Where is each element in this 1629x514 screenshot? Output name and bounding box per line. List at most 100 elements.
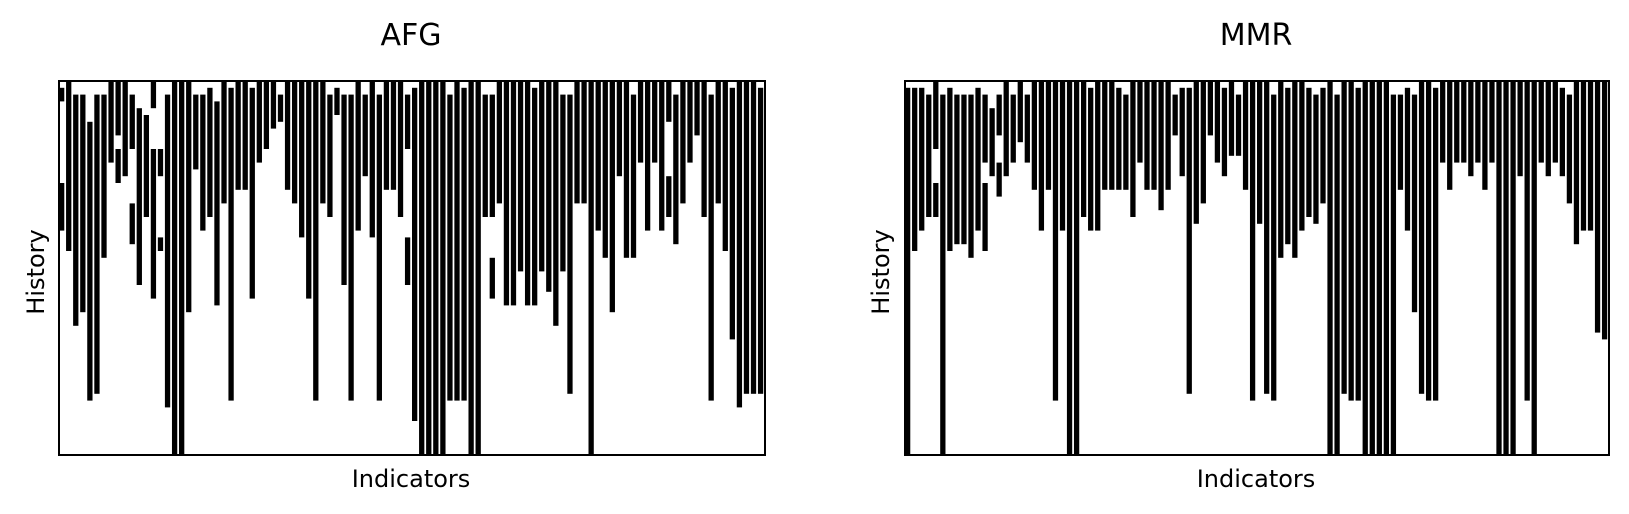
heatmap-cell (701, 81, 707, 217)
heatmap-cell (567, 94, 573, 394)
heatmap-cell (546, 81, 552, 292)
heatmap-cell (905, 87, 911, 456)
heatmap-cell (1109, 81, 1115, 190)
heatmap-cell (1235, 94, 1242, 156)
heatmap-cell (412, 87, 418, 422)
heatmap-cell (482, 94, 488, 217)
heatmap-cell (1587, 81, 1594, 231)
heatmap-cell (588, 81, 594, 455)
heatmap-cell (73, 94, 79, 326)
heatmap-cell (912, 87, 918, 251)
heatmap-cell (461, 87, 467, 401)
heatmap-cell (150, 149, 157, 299)
heatmap-cell (1559, 87, 1565, 177)
heatmap-cell (263, 81, 270, 149)
heatmap-cell (171, 81, 178, 455)
heatmap-cell (1454, 81, 1460, 163)
heatmap-cell (1376, 81, 1382, 455)
heatmap-cell (982, 94, 988, 163)
heatmap-cell (489, 257, 495, 299)
heatmap-cell (1278, 81, 1284, 258)
heatmap-cell (666, 176, 672, 217)
heatmap-cell (150, 81, 157, 109)
heatmap-cell (574, 81, 580, 204)
heatmap-cell (1341, 81, 1347, 394)
heatmap-cell (1003, 81, 1009, 177)
heatmap-cell (249, 87, 255, 299)
heatmap-cell (1257, 81, 1263, 224)
heatmap-cell (1355, 87, 1361, 401)
heatmap-cell (475, 81, 481, 455)
heatmap-cell (715, 81, 721, 204)
heatmap-cell (369, 81, 375, 238)
heatmap-cell (933, 183, 939, 217)
heatmap-cell (1292, 81, 1298, 258)
heatmap-cell (94, 94, 100, 394)
y-axis-label: History (22, 229, 50, 314)
heatmap-cell (1545, 81, 1551, 177)
heatmap-cell (1207, 81, 1213, 136)
heatmap-cell (122, 81, 128, 177)
heatmap-cell (143, 115, 150, 217)
heatmap-cell (291, 81, 298, 204)
heatmap-cell (419, 81, 425, 455)
heatmap-cell (129, 203, 135, 245)
heatmap-cell (630, 94, 637, 258)
heatmap-cell (496, 81, 503, 204)
heatmap-cell (1228, 81, 1235, 156)
heatmap-cell (313, 81, 319, 401)
heatmap-cell (489, 94, 495, 217)
heatmap-cell (108, 81, 114, 163)
heatmap-cell (1390, 94, 1397, 455)
heatmap-cell (404, 94, 411, 149)
heatmap-cell (129, 94, 135, 149)
heatmap-panel-mmr: MMR History Indicators (867, 18, 1610, 493)
heatmap-cell (1151, 81, 1157, 190)
heatmap-cell (1024, 94, 1030, 163)
heatmap-cell (426, 81, 432, 455)
heatmap-cell (1313, 94, 1319, 224)
heatmap-cell (186, 81, 192, 313)
heatmap-cell (524, 81, 531, 306)
heatmap-cell (996, 94, 1002, 136)
heatmap-cell (1552, 81, 1558, 163)
heatmap-cell (919, 87, 925, 231)
heatmap-cell (1369, 81, 1375, 455)
heatmap-cell (59, 87, 65, 102)
heatmap-cell (1524, 81, 1530, 401)
heatmap-cell (87, 121, 93, 401)
heatmap-cell (334, 87, 340, 115)
heatmap-cell (595, 81, 601, 231)
heatmap-cell (1306, 87, 1312, 217)
heatmap-cell (666, 81, 672, 122)
heatmap-cell (510, 81, 517, 306)
heatmap-cell (1271, 94, 1277, 401)
heatmap-cell (1475, 81, 1481, 163)
heatmap-cell (1489, 81, 1495, 163)
heatmap-cell (207, 87, 213, 217)
heatmap-cell (284, 81, 291, 190)
y-axis-label: History (867, 229, 895, 314)
heatmap-cell (228, 87, 234, 401)
heatmap-cell (644, 81, 651, 231)
heatmap-cell (954, 94, 960, 245)
heatmap-cell (602, 81, 608, 258)
heatmap-cell (1503, 81, 1509, 455)
heatmap-cell (270, 81, 277, 129)
heatmap-cell (1320, 87, 1326, 204)
heatmap-cell (1418, 81, 1425, 394)
heatmap-cell (397, 81, 404, 217)
heatmap-cell (1327, 81, 1333, 455)
heatmap-cell (1137, 81, 1143, 163)
heatmap-cell (616, 81, 623, 177)
heatmap-cell (454, 81, 460, 401)
heatmap-cell (1017, 81, 1023, 143)
heatmap-cell (179, 81, 185, 455)
x-axis-label: Indicators (352, 465, 471, 493)
heatmap-cell (926, 94, 932, 217)
heatmap-panel-afg: AFG History Indicators (22, 18, 766, 493)
heatmap-cell (1461, 81, 1467, 163)
heatmap-cell (1165, 81, 1171, 190)
heatmap-cell (1052, 81, 1059, 401)
heatmap-cell (1404, 87, 1411, 231)
